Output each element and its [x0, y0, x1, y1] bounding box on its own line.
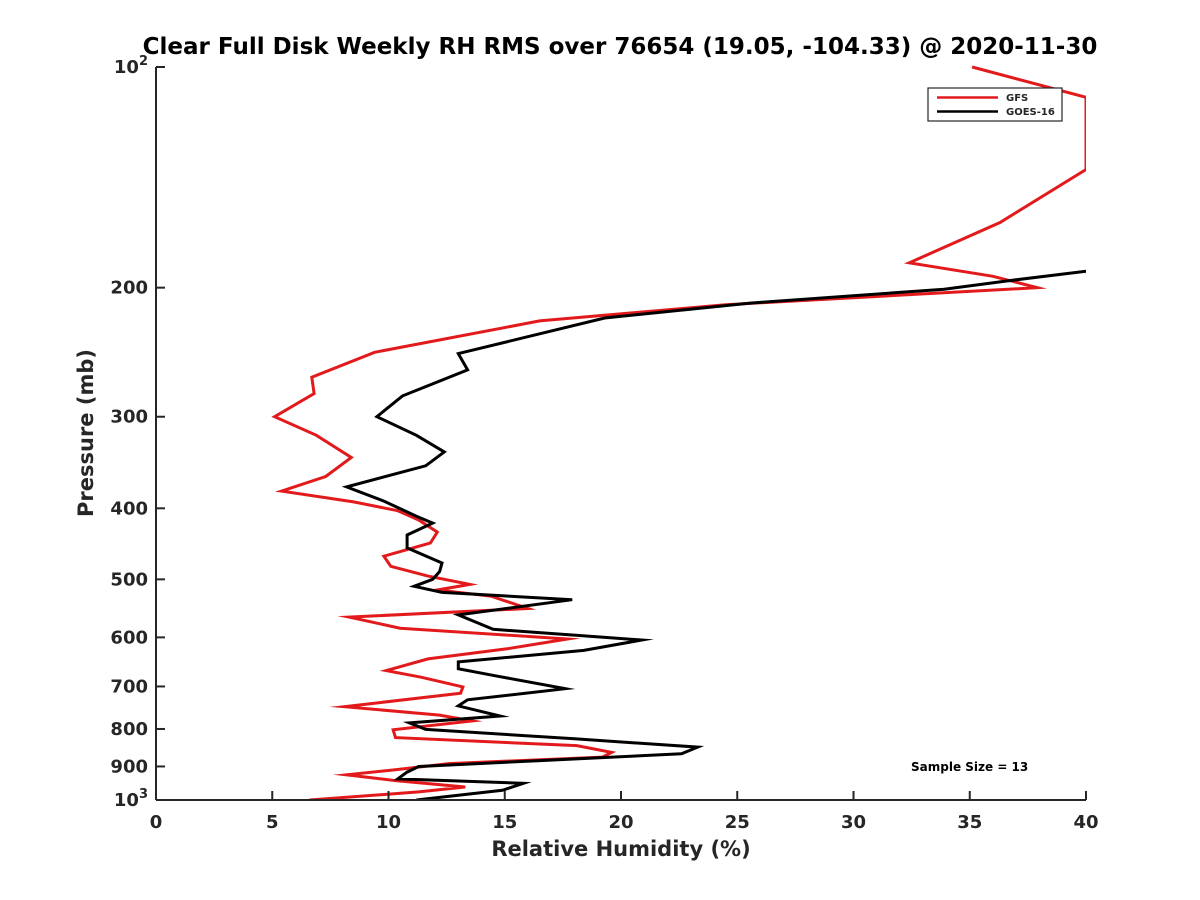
y-tick-label: 103 — [114, 787, 148, 811]
x-tick-label: 25 — [725, 812, 750, 833]
series-line-goes16 — [341, 269, 1086, 800]
y-tick-label: 300 — [110, 407, 148, 428]
y-ticks: 102 200 300 400 500 600 700 800 900 103 — [110, 54, 165, 811]
y-tick-label: 102 — [114, 54, 148, 78]
legend: GFS GOES-16 — [927, 87, 1063, 122]
y-tick-label: 500 — [110, 569, 148, 590]
plot-area: 0 5 10 15 20 25 30 35 40 102 200 300 400 500 600 700 80… — [110, 54, 1098, 833]
plot-background — [156, 67, 1086, 800]
x-tick-label: 35 — [957, 812, 982, 833]
y-tick-label: 200 — [110, 278, 148, 299]
y-axis-label: Pressure (mb) — [74, 349, 98, 517]
x-tick-label: 15 — [492, 812, 517, 833]
series-layer — [271, 65, 1086, 800]
x-tick-label: 30 — [841, 812, 866, 833]
sample-size-annotation: Sample Size = 13 — [911, 760, 1028, 774]
x-tick-label: 40 — [1073, 812, 1098, 833]
x-tick-label: 20 — [608, 812, 633, 833]
x-axis-label: Relative Humidity (%) — [491, 837, 750, 861]
x-ticks: 0 5 10 15 20 25 30 35 40 — [150, 791, 1099, 833]
y-tick-label: 600 — [110, 627, 148, 648]
y-tick-label: 400 — [110, 498, 148, 519]
legend-label-gfs: GFS — [1006, 93, 1028, 104]
x-tick-label: 10 — [376, 812, 401, 833]
legend-label-goes16: GOES-16 — [1006, 107, 1055, 118]
chart-title: Clear Full Disk Weekly RH RMS over 76654… — [143, 34, 1098, 60]
x-tick-label: 5 — [266, 812, 279, 833]
y-tick-label: 900 — [110, 756, 148, 777]
legend-box — [927, 87, 1063, 122]
y-tick-label: 800 — [110, 719, 148, 740]
x-tick-label: 0 — [150, 812, 163, 833]
y-tick-label: 700 — [110, 676, 148, 697]
